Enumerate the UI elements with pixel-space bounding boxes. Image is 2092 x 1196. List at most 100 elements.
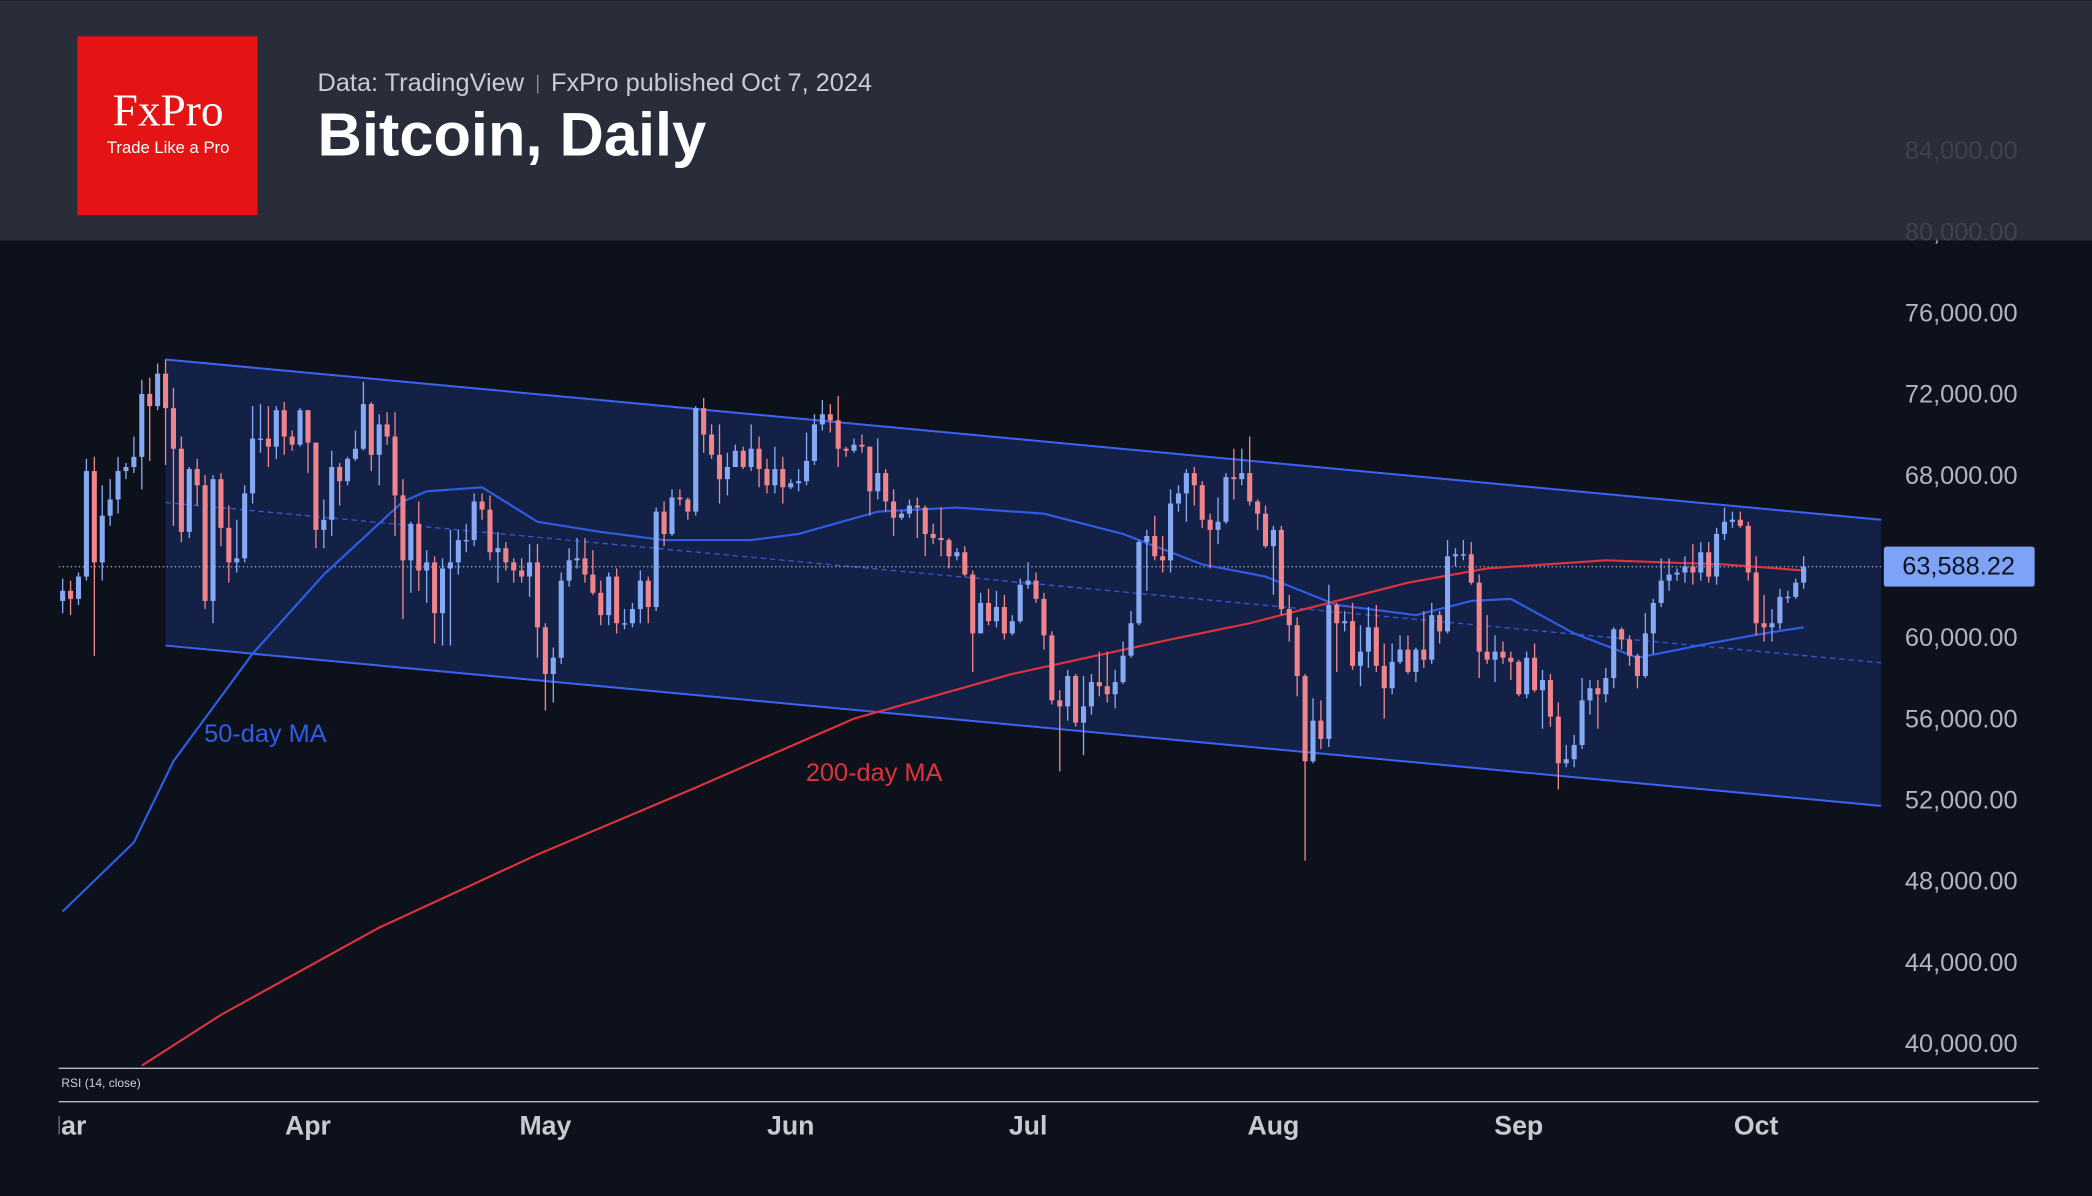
candle-body xyxy=(447,562,453,569)
candle-body xyxy=(582,558,588,575)
candle-body xyxy=(1547,680,1553,717)
candle-body xyxy=(1714,533,1720,577)
candle-body xyxy=(883,473,889,502)
candle-body xyxy=(1183,473,1189,494)
candle-body xyxy=(1468,554,1474,583)
candle-body xyxy=(756,448,762,470)
candle-body xyxy=(250,438,256,494)
x-tick-label: Jul xyxy=(1009,1111,1048,1141)
candle-body xyxy=(1769,623,1775,628)
x-axis: Mar Apr May Jun Jul Aug Sep Oct xyxy=(39,1111,1779,1141)
candle-body xyxy=(313,442,319,530)
axes: 40,000.00 44,000.00 48,000.00 52,000.00 56,0… xyxy=(204,137,2017,1058)
candle-body xyxy=(115,471,121,500)
candle-body xyxy=(796,481,802,484)
y-tick-label: 76,000.00 xyxy=(1905,299,2018,327)
candle-body xyxy=(155,373,161,407)
candle-body xyxy=(1270,529,1276,547)
source: Data: TradingView xyxy=(318,69,525,97)
last-price-box xyxy=(1883,546,2035,587)
candle-body xyxy=(1207,519,1213,530)
candle-body xyxy=(273,410,279,447)
candle-body xyxy=(1033,580,1039,599)
candle-body xyxy=(1286,609,1292,626)
candle-body xyxy=(1168,503,1174,561)
candle-body xyxy=(400,495,406,561)
chart-title: Bitcoin, Daily xyxy=(318,100,707,169)
candle-body xyxy=(978,602,984,634)
candle-body xyxy=(170,408,176,449)
x-tick-label: Oct xyxy=(1734,1111,1779,1141)
header-band xyxy=(0,0,2092,241)
moving-average-line xyxy=(141,559,1804,1067)
x-tick-label: Mar xyxy=(39,1111,86,1141)
candle-body xyxy=(598,592,604,616)
candle-body xyxy=(1761,623,1767,628)
candle-body xyxy=(163,373,169,409)
candle-body xyxy=(685,499,691,512)
candle-body xyxy=(954,552,960,557)
candle-body xyxy=(1342,621,1348,624)
candle-body xyxy=(938,538,944,541)
candle-body xyxy=(1144,535,1150,543)
candle-body xyxy=(819,414,825,425)
candle-body xyxy=(68,590,74,599)
candle-body xyxy=(1326,604,1332,739)
candle-body xyxy=(748,448,754,467)
candle-body xyxy=(1223,477,1229,522)
candle-body xyxy=(1484,651,1490,660)
candle-body xyxy=(1350,621,1356,666)
candle-body xyxy=(1460,554,1466,556)
candle-body xyxy=(265,438,271,447)
candle-body xyxy=(1405,649,1411,672)
candle-body xyxy=(1057,700,1063,707)
y-tick-label: 40,000.00 xyxy=(1905,1030,2018,1058)
candle-body xyxy=(906,505,912,514)
candle-body xyxy=(210,479,216,601)
candle-body xyxy=(345,458,351,482)
candle-body xyxy=(898,513,905,518)
candle-body xyxy=(186,469,192,532)
candle-body xyxy=(1563,759,1569,764)
candle-body xyxy=(1160,556,1166,561)
candle-body xyxy=(297,410,303,445)
candle-body xyxy=(60,590,66,601)
candle-body xyxy=(558,580,564,658)
candle-body xyxy=(1152,535,1158,557)
candle-body xyxy=(534,562,541,628)
candle-body xyxy=(463,540,469,542)
candle-body xyxy=(669,497,675,534)
candle-body xyxy=(542,627,548,674)
candle-body xyxy=(519,570,525,577)
candle-body xyxy=(1255,501,1261,514)
candle-body xyxy=(479,501,485,510)
x-tick-label: Jun xyxy=(767,1111,814,1141)
candle-body xyxy=(811,424,817,461)
candle-body xyxy=(503,548,509,563)
candle-body xyxy=(891,501,897,518)
candle-body xyxy=(677,497,683,500)
candle-body xyxy=(1698,552,1704,573)
candle-body xyxy=(139,393,145,457)
candle-body xyxy=(1437,615,1443,632)
candle-body xyxy=(1690,566,1696,573)
candle-body xyxy=(614,576,620,624)
candle-body xyxy=(590,574,596,593)
candle-body xyxy=(91,471,97,563)
candle-body xyxy=(1310,720,1316,762)
candle-body xyxy=(1595,688,1601,695)
candle-body xyxy=(1571,744,1577,760)
x-tick-label: Aug xyxy=(1248,1111,1300,1141)
candle-body xyxy=(1247,473,1253,502)
candle-body xyxy=(99,515,105,563)
plot-area xyxy=(58,358,1882,1067)
candle-body xyxy=(1199,485,1205,520)
candle-body xyxy=(242,493,248,559)
candle-body xyxy=(1508,657,1514,662)
candle-body xyxy=(922,507,928,534)
price-label-layer: 63,588.22 xyxy=(1883,546,2035,587)
candle-body xyxy=(1112,682,1118,695)
candle-body xyxy=(637,580,643,610)
candle-body xyxy=(1587,688,1593,701)
candle-body xyxy=(1318,720,1324,739)
